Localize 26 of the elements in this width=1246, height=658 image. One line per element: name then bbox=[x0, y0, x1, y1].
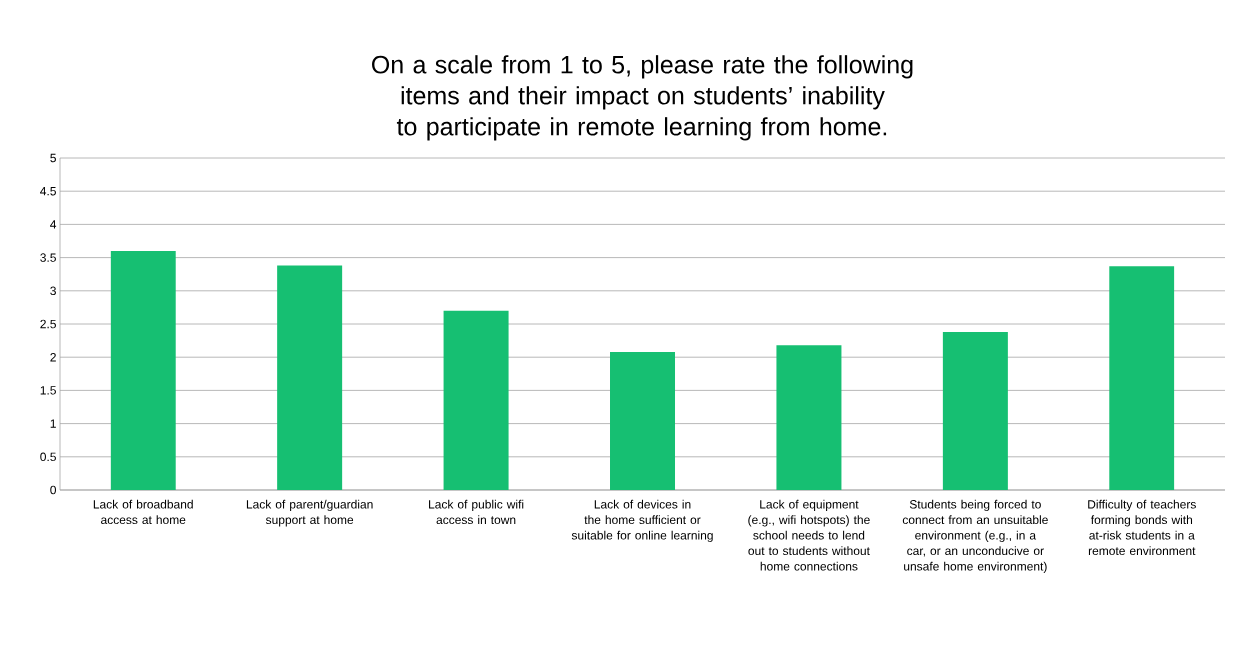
x-tick-label: Lack of devices in the home sufficient or suitable for online learning bbox=[571, 499, 713, 542]
y-tick-label: 2 bbox=[50, 353, 56, 362]
y-tick-label: 1 bbox=[50, 419, 56, 428]
bar bbox=[610, 351, 676, 490]
bar bbox=[277, 265, 343, 490]
x-tick-label: Difficulty of teachers forming bonds with at-risk students in a remote environment bbox=[1088, 499, 1196, 556]
y-tick-label: 4 bbox=[50, 220, 57, 229]
y-tick-label: 4.5 bbox=[40, 187, 56, 196]
bar bbox=[942, 331, 1008, 490]
y-tick-label: 2.5 bbox=[40, 319, 56, 329]
bar bbox=[110, 250, 176, 490]
bar bbox=[443, 310, 509, 490]
x-tick-label: Students being forced to connect from an unsuitable environment (e.g., in a car, or an unconducive or unsafe home environment) bbox=[902, 499, 1048, 573]
y-tick-label: 1.5 bbox=[40, 386, 56, 395]
y-tick-label: 0.5 bbox=[40, 452, 56, 462]
x-tick-label: Lack of broadband access at home bbox=[93, 499, 193, 525]
y-tick-label: 3.5 bbox=[40, 253, 56, 262]
y-tick-label: 3 bbox=[50, 286, 56, 296]
bar bbox=[776, 345, 842, 490]
chart-title: On a scale from 1 to 5, please rate the following items and their impact on students’ inability to participate in remote learning from home. bbox=[372, 55, 913, 141]
y-tick-label: 0 bbox=[50, 485, 57, 495]
x-tick-label: Lack of parent/guardian support at home bbox=[246, 499, 373, 527]
x-tick-label: Lack of public wifi access in town bbox=[429, 499, 524, 525]
y-tick-label: 5 bbox=[50, 153, 56, 163]
x-tick-label: Lack of equipment (e.g., wifi hotspots) the school needs to lend out to students without home connections bbox=[748, 499, 870, 571]
bar bbox=[1109, 266, 1175, 490]
